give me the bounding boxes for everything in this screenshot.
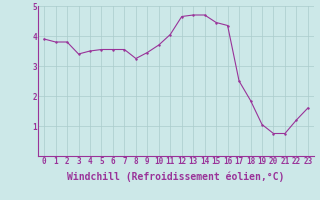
X-axis label: Windchill (Refroidissement éolien,°C): Windchill (Refroidissement éolien,°C) xyxy=(67,172,285,182)
